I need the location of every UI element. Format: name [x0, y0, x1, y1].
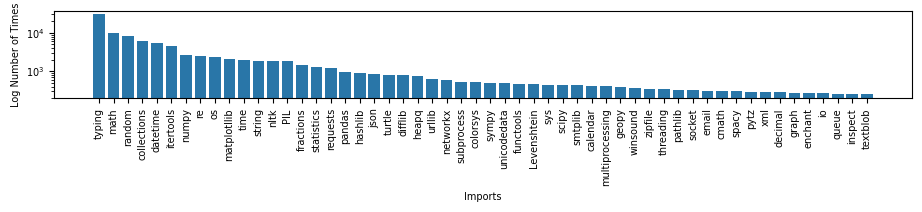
Bar — [774, 92, 786, 212]
Y-axis label: Log Number of Times: Log Number of Times — [10, 2, 20, 107]
Bar — [585, 86, 597, 212]
X-axis label: Imports: Imports — [464, 191, 502, 201]
Bar — [253, 61, 264, 212]
Bar — [760, 92, 771, 212]
Bar — [339, 72, 351, 212]
Bar — [470, 82, 481, 212]
Bar — [499, 83, 511, 212]
Bar — [572, 85, 583, 212]
Bar — [281, 61, 293, 212]
Bar — [123, 36, 134, 212]
Bar — [151, 43, 163, 212]
Bar — [238, 60, 250, 212]
Bar — [745, 92, 757, 212]
Bar — [687, 90, 699, 212]
Bar — [166, 46, 177, 212]
Bar — [803, 93, 815, 212]
Bar — [788, 93, 800, 212]
Bar — [673, 90, 684, 212]
Bar — [846, 94, 858, 212]
Bar — [325, 68, 337, 212]
Bar — [716, 91, 727, 212]
Bar — [441, 80, 453, 212]
Bar — [527, 84, 539, 212]
Bar — [484, 82, 496, 212]
Bar — [209, 57, 220, 212]
Bar — [311, 67, 322, 212]
Bar — [108, 33, 119, 212]
Bar — [369, 74, 380, 212]
Bar — [629, 88, 641, 212]
Bar — [397, 75, 409, 212]
Bar — [180, 55, 192, 212]
Bar — [224, 59, 235, 212]
Bar — [426, 79, 438, 212]
Bar — [93, 14, 105, 212]
Bar — [267, 61, 278, 212]
Bar — [136, 41, 148, 212]
Bar — [600, 86, 612, 212]
Bar — [455, 82, 467, 212]
Bar — [615, 88, 626, 212]
Bar — [818, 93, 829, 212]
Bar — [730, 91, 742, 212]
Bar — [832, 93, 844, 212]
Bar — [658, 89, 669, 212]
Bar — [383, 75, 395, 212]
Bar — [861, 95, 872, 212]
Bar — [296, 64, 308, 212]
Bar — [557, 85, 568, 212]
Bar — [514, 84, 525, 212]
Bar — [412, 76, 423, 212]
Bar — [354, 73, 365, 212]
Bar — [542, 85, 554, 212]
Bar — [702, 91, 714, 212]
Bar — [644, 89, 656, 212]
Bar — [195, 56, 207, 212]
